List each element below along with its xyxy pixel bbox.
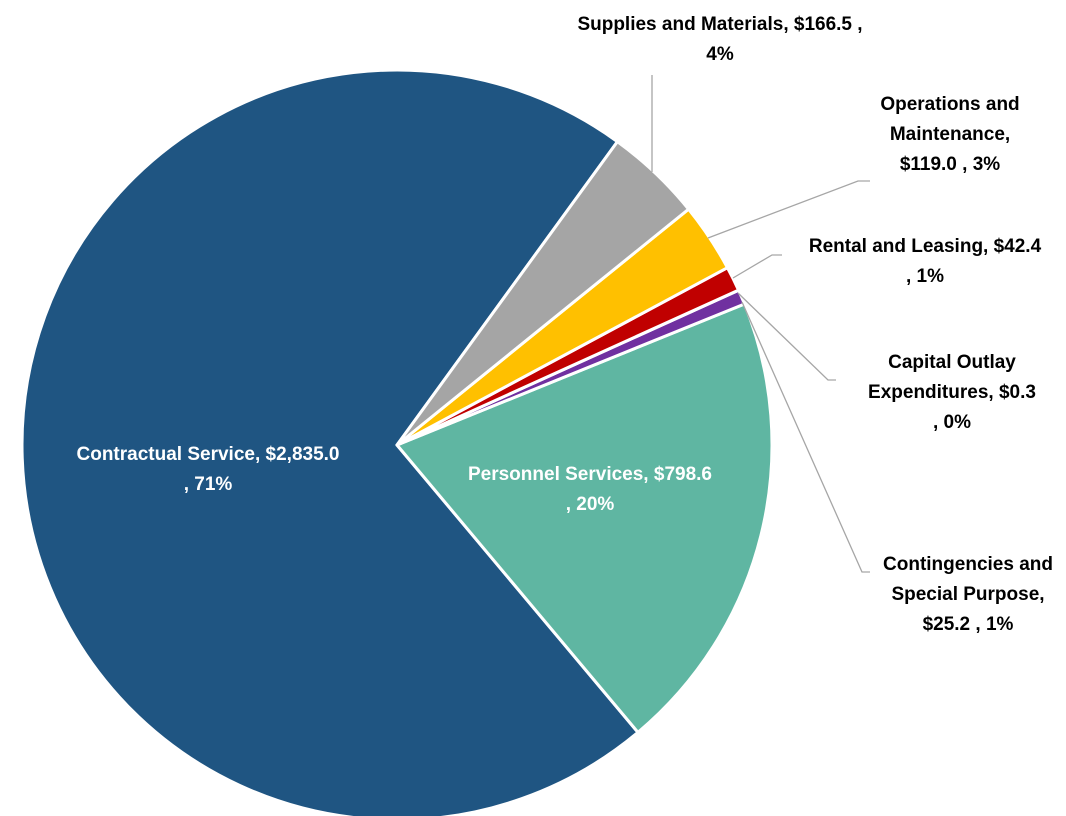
data-label: Contractual Service, $2,835.0 , 71%	[73, 440, 343, 500]
data-label: Operations and Maintenance, $119.0 , 3%	[865, 90, 1035, 180]
slices	[20, 68, 774, 816]
percent-label: 3%	[972, 154, 1001, 175]
value-label: $166.5 ,	[793, 14, 863, 35]
category-label: Personnel Services,	[467, 464, 649, 485]
pie-slice	[20, 68, 640, 816]
category-label: Supplies and Materials,	[577, 14, 789, 35]
value-label: $798.6 ,	[565, 464, 712, 515]
value-label: $2,835.0 ,	[183, 444, 340, 495]
leader-line	[741, 301, 870, 573]
data-label: Capital Outlay Expenditures, $0.3 , 0%	[867, 348, 1037, 438]
category-label: Operations and Maintenance,	[880, 94, 1020, 145]
percent-label: 1%	[916, 266, 945, 287]
percent-label: 20%	[576, 494, 615, 515]
leader-line	[737, 292, 836, 381]
data-label: Personnel Services, $798.6 , 20%	[465, 460, 715, 520]
value-label: $25.2 ,	[922, 614, 981, 635]
percent-label: 1%	[985, 614, 1014, 635]
category-label: Contingencies and Special Purpose,	[883, 554, 1053, 605]
category-label: Contractual Service,	[76, 444, 261, 465]
leader-line	[732, 254, 782, 279]
pie-slice	[395, 140, 691, 447]
value-label: $0.3 ,	[932, 382, 1036, 433]
category-label: Capital Outlay Expenditures,	[868, 352, 1016, 403]
data-label: Contingencies and Special Purpose, $25.2…	[878, 550, 1058, 640]
category-label: Rental and Leasing,	[808, 236, 989, 257]
percent-label: 0%	[943, 412, 972, 433]
data-label: Supplies and Materials, $166.5 , 4%	[570, 10, 870, 70]
pie-slice	[395, 302, 774, 734]
value-label: $119.0 ,	[899, 154, 968, 175]
data-label: Rental and Leasing, $42.4 , 1%	[805, 232, 1045, 292]
percent-label: 71%	[194, 474, 233, 495]
leader-line	[707, 180, 870, 239]
percent-label: 4%	[706, 44, 734, 65]
value-label: $42.4 ,	[905, 236, 1042, 287]
